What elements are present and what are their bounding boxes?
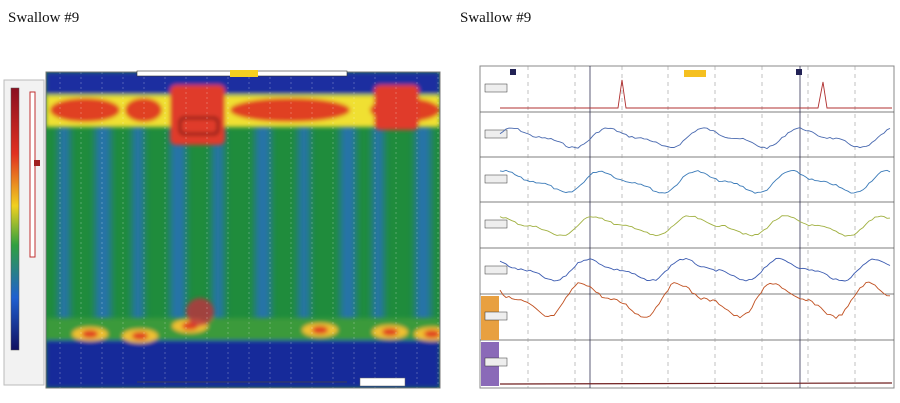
panel-title: Swallow #9 bbox=[8, 10, 79, 26]
channel-label bbox=[484, 129, 508, 139]
trace bbox=[499, 281, 891, 320]
hot-spot bbox=[382, 328, 398, 336]
swallow-marker bbox=[510, 69, 516, 75]
band bbox=[212, 120, 224, 335]
line-tracings bbox=[479, 65, 895, 389]
band bbox=[340, 120, 356, 335]
hot-spot bbox=[374, 85, 419, 130]
hot-spot bbox=[312, 326, 328, 334]
trace bbox=[499, 215, 891, 237]
hot-spot bbox=[170, 85, 225, 145]
trace bbox=[499, 169, 891, 194]
lower-sphincter-band bbox=[46, 298, 440, 388]
hot-spot bbox=[132, 332, 148, 340]
hot-spot bbox=[230, 98, 350, 122]
trace bbox=[499, 382, 893, 385]
hot-spot bbox=[424, 330, 440, 338]
band bbox=[95, 120, 111, 335]
hot-spot bbox=[125, 98, 162, 122]
channel-label bbox=[484, 174, 508, 184]
hot-spot bbox=[179, 117, 219, 135]
channel-label bbox=[484, 265, 508, 275]
hot-spot bbox=[186, 298, 214, 326]
hot-spot bbox=[50, 98, 120, 122]
channel-label bbox=[484, 83, 508, 93]
color-scale bbox=[3, 79, 45, 386]
band bbox=[46, 72, 440, 94]
channel-label bbox=[484, 357, 508, 367]
trace bbox=[499, 127, 891, 150]
band bbox=[298, 120, 310, 335]
hot-spot bbox=[82, 330, 98, 338]
pressure-topography bbox=[46, 72, 440, 388]
band bbox=[255, 120, 271, 335]
band bbox=[170, 120, 186, 335]
trace bbox=[499, 257, 891, 282]
channel-label bbox=[484, 311, 508, 321]
time-marker bbox=[230, 70, 258, 77]
swallow-marker bbox=[796, 69, 802, 75]
scale-bar bbox=[359, 377, 406, 387]
panel-title: Swallow #9 bbox=[460, 10, 531, 26]
band bbox=[415, 120, 431, 335]
band bbox=[372, 120, 384, 335]
time-marker bbox=[684, 70, 706, 77]
trace bbox=[500, 79, 892, 109]
low-pressure-bands bbox=[58, 120, 431, 335]
upper-sphincter-band bbox=[46, 72, 440, 145]
channel-label bbox=[484, 219, 508, 229]
band bbox=[132, 120, 144, 335]
band bbox=[58, 120, 70, 335]
